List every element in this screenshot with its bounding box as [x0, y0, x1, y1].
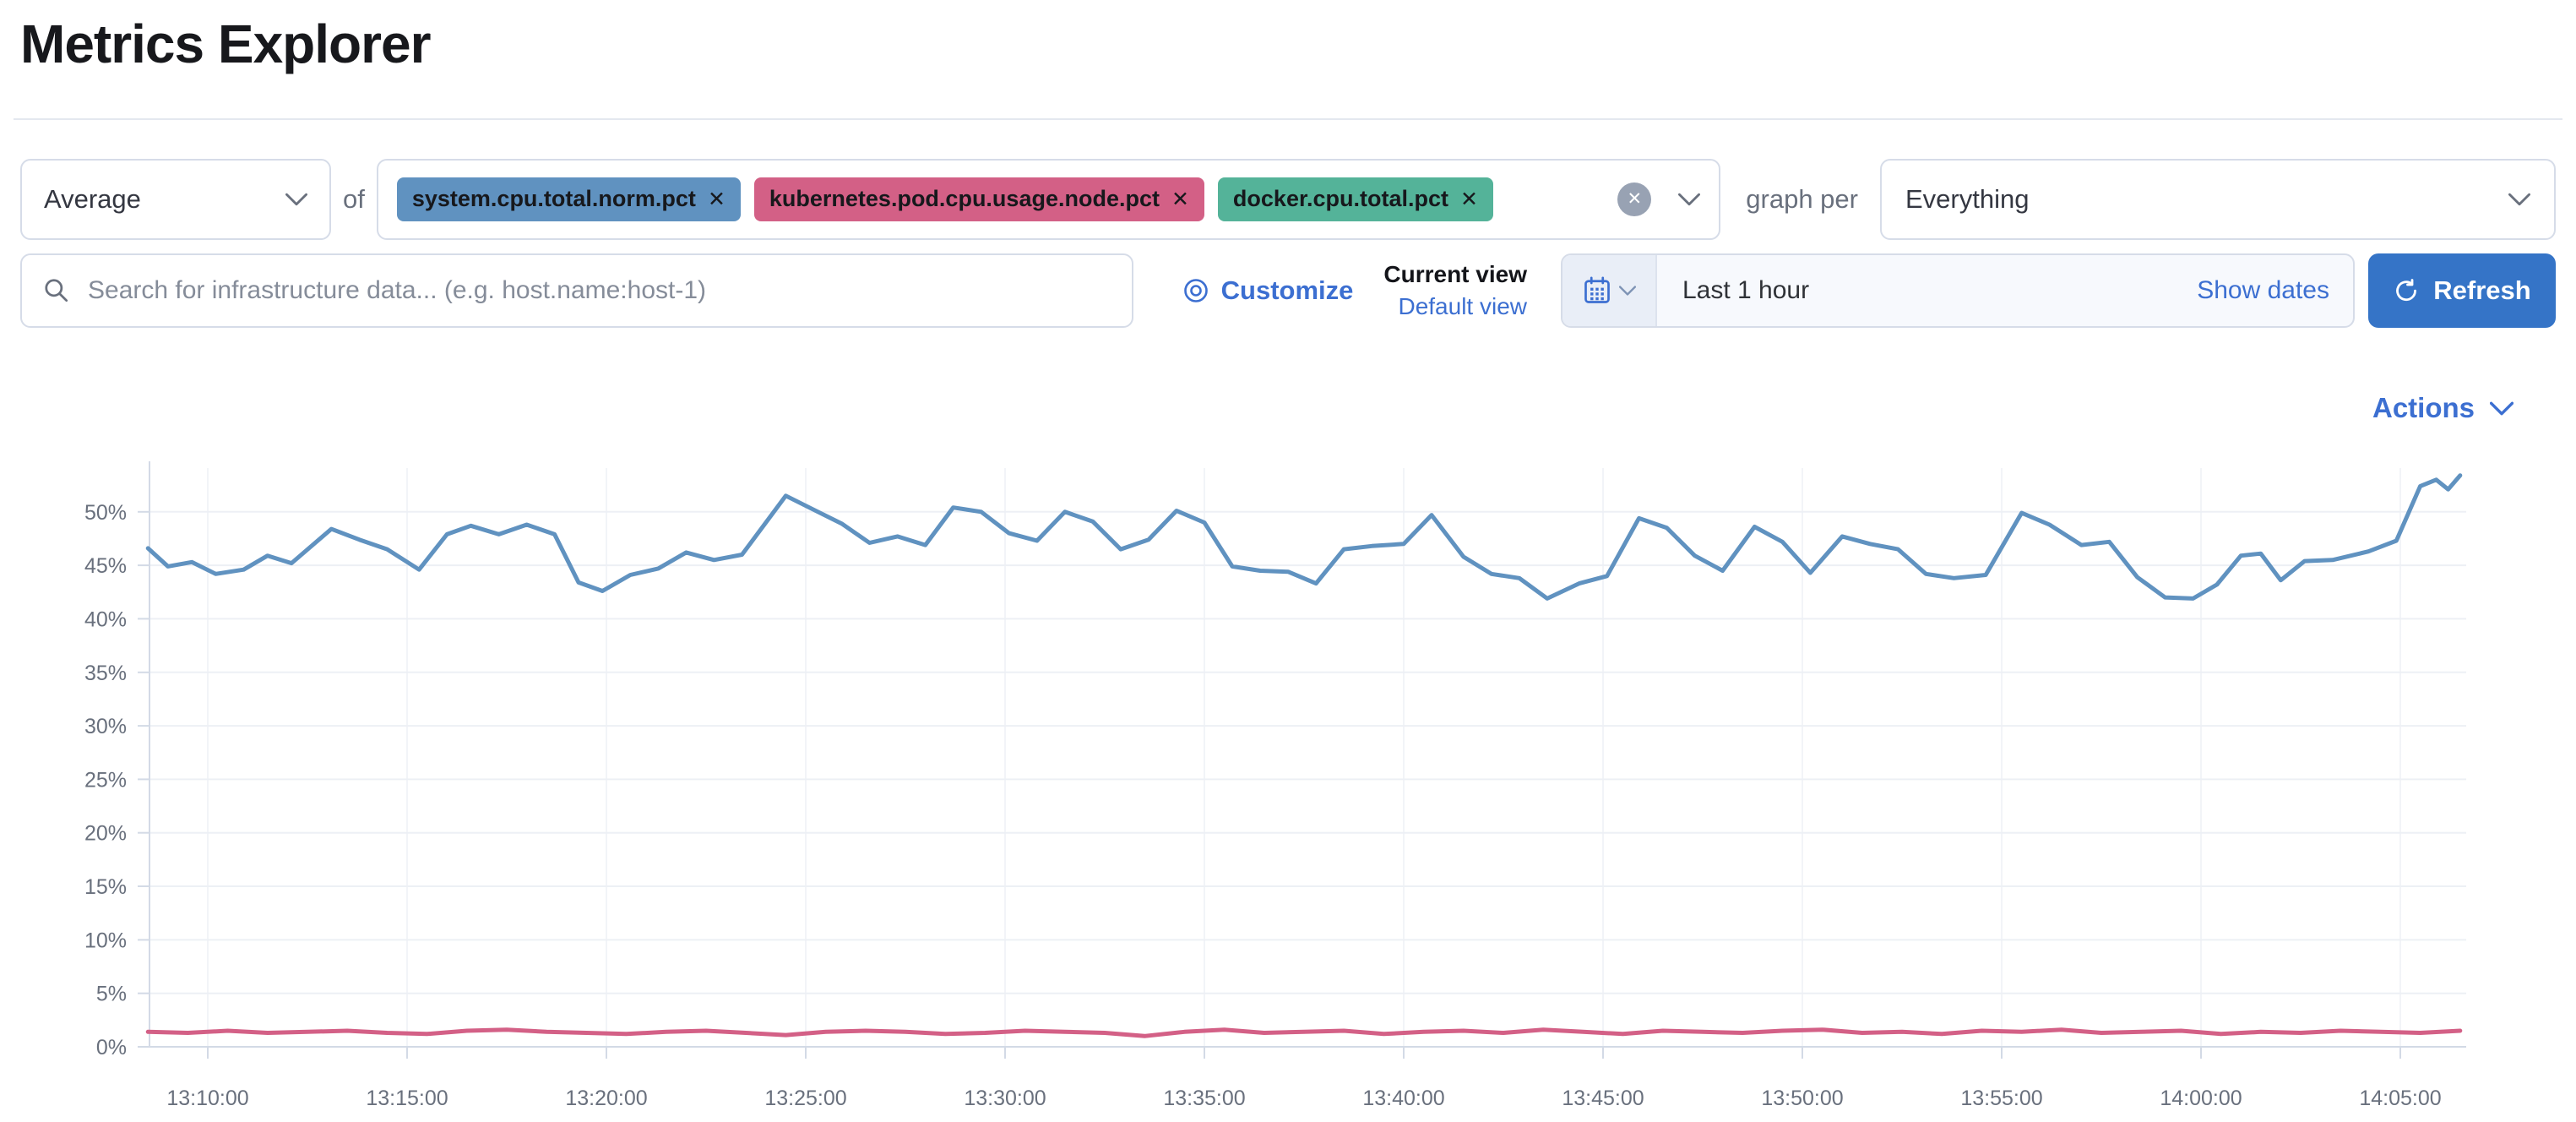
show-dates-button[interactable]: Show dates [2197, 275, 2329, 304]
svg-text:13:50:00: 13:50:00 [1761, 1087, 1843, 1110]
date-picker: Last 1 hour Show dates [1561, 253, 2355, 328]
clear-selection-button[interactable]: ✕ [1617, 182, 1652, 216]
svg-text:35%: 35% [84, 662, 127, 685]
current-view-label: Current view [1383, 260, 1527, 287]
refresh-label: Refresh [2433, 275, 2531, 305]
svg-text:13:20:00: 13:20:00 [565, 1087, 647, 1110]
svg-text:13:35:00: 13:35:00 [1163, 1087, 1245, 1110]
chevron-down-icon[interactable] [1678, 193, 1701, 206]
metric-badge[interactable]: docker.cpu.total.pct ✕ [1217, 177, 1493, 221]
svg-text:13:25:00: 13:25:00 [764, 1087, 846, 1110]
svg-text:40%: 40% [84, 607, 127, 631]
search-field[interactable] [20, 253, 1133, 328]
metric-badge-label: docker.cpu.total.pct [1232, 186, 1448, 212]
svg-text:30%: 30% [84, 715, 127, 738]
graph-per-label: graph per [1746, 183, 1858, 214]
view-switcher: Current view Default view [1383, 253, 1527, 328]
header-divider [14, 117, 2562, 120]
search-input[interactable] [86, 275, 1111, 306]
svg-text:13:55:00: 13:55:00 [1960, 1087, 2042, 1110]
group-by-select[interactable]: Everything [1880, 158, 2556, 240]
svg-text:13:40:00: 13:40:00 [1362, 1087, 1444, 1110]
calendar-button[interactable] [1562, 254, 1657, 326]
customize-button[interactable]: Customize [1182, 253, 1354, 328]
svg-text:10%: 10% [84, 929, 127, 952]
metrics-combobox[interactable]: system.cpu.total.norm.pct ✕ kubernetes.p… [376, 158, 1721, 240]
svg-text:14:00:00: 14:00:00 [2160, 1087, 2242, 1110]
search-icon [45, 278, 68, 302]
bullseye-icon [1183, 278, 1208, 302]
badge-remove-icon[interactable]: ✕ [1171, 187, 1189, 211]
refresh-icon [2396, 278, 2417, 301]
chevron-down-icon [285, 193, 307, 205]
calendar-icon [1584, 276, 1610, 303]
aggregation-select[interactable]: Average [20, 158, 331, 240]
metric-badge-label: kubernetes.pod.cpu.usage.node.pct [769, 186, 1160, 212]
aggregation-value: Average [44, 183, 141, 214]
page-title: Metrics Explorer [20, 14, 432, 74]
svg-text:5%: 5% [96, 983, 127, 1006]
svg-text:45%: 45% [84, 554, 127, 578]
actions-menu-button[interactable]: Actions [2372, 392, 2514, 424]
metric-badge-label: system.cpu.total.norm.pct [411, 186, 696, 212]
svg-text:15%: 15% [84, 875, 127, 899]
svg-text:13:45:00: 13:45:00 [1562, 1087, 1644, 1110]
svg-text:50%: 50% [84, 501, 127, 525]
metric-controls-row: Average of system.cpu.total.norm.pct ✕ k… [20, 158, 2556, 240]
svg-text:13:15:00: 13:15:00 [366, 1087, 448, 1110]
svg-text:20%: 20% [84, 822, 127, 846]
svg-text:0%: 0% [96, 1036, 127, 1059]
customize-label: Customize [1220, 275, 1354, 305]
metrics-chart[interactable]: 13:10:00 13:15:00 13:20:00 13:25:00 13:30:00… [0, 436, 2576, 1117]
svg-text:13:30:00: 13:30:00 [964, 1087, 1046, 1110]
actions-label: Actions [2372, 392, 2475, 423]
group-by-value: Everything [1905, 183, 2030, 214]
svg-text:25%: 25% [84, 768, 127, 792]
default-view-link[interactable]: Default view [1398, 292, 1527, 319]
badge-remove-icon[interactable]: ✕ [1459, 187, 1478, 211]
chevron-down-icon [2490, 401, 2514, 415]
clear-icon: ✕ [1627, 189, 1643, 210]
metric-badge[interactable]: system.cpu.total.norm.pct ✕ [396, 177, 741, 221]
calendar-chevron-icon [1619, 285, 1636, 296]
svg-text:14:05:00: 14:05:00 [2359, 1087, 2441, 1110]
svg-text:13:10:00: 13:10:00 [166, 1087, 248, 1110]
time-range-value[interactable]: Last 1 hour [1682, 275, 1810, 304]
chevron-down-icon [2508, 193, 2530, 205]
search-row: Customize Current view Default view Last… [20, 253, 2556, 328]
refresh-button[interactable]: Refresh [2368, 253, 2556, 328]
badge-remove-icon[interactable]: ✕ [707, 187, 726, 211]
of-label: of [343, 183, 365, 214]
metric-badge[interactable]: kubernetes.pod.cpu.usage.node.pct ✕ [753, 177, 1204, 221]
